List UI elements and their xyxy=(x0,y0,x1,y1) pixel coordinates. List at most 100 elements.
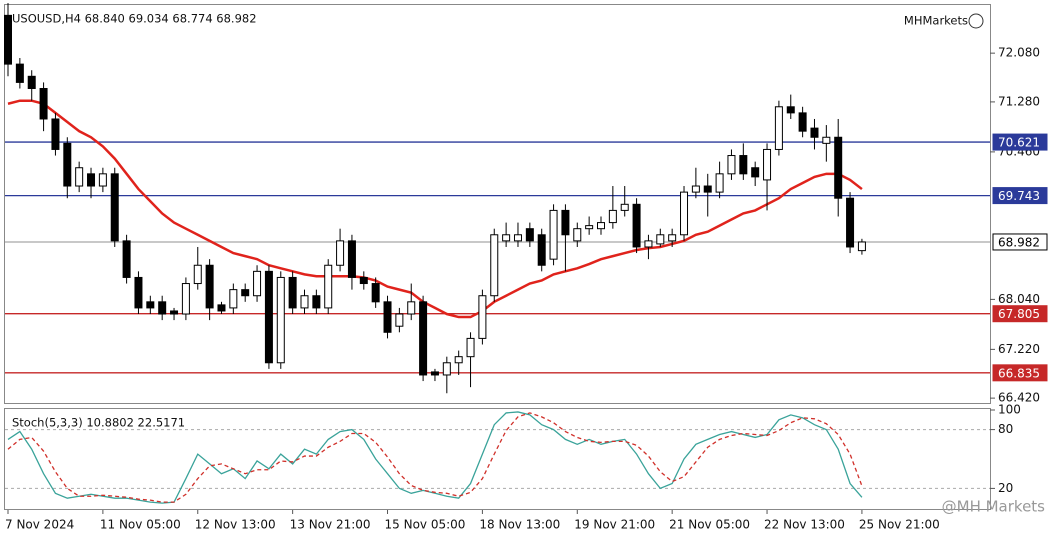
y-tick-label: 68.040 xyxy=(998,292,1040,306)
candle-body xyxy=(4,14,12,65)
y-tick-label: 80 xyxy=(998,422,1013,436)
candle-body xyxy=(241,289,250,297)
candle-body xyxy=(276,276,285,364)
stoch-line xyxy=(7,412,863,503)
x-tick-label: 25 Nov 21:00 xyxy=(859,518,940,532)
level-label-box xyxy=(992,305,1048,323)
candle-body xyxy=(573,228,582,242)
candle-body xyxy=(597,222,605,230)
candle-body xyxy=(644,240,653,248)
candle-body xyxy=(110,173,119,242)
level-label: 70.621 xyxy=(998,136,1040,150)
candle-body xyxy=(383,301,392,333)
y-tick-label: 20 xyxy=(998,481,1013,495)
level-label-box xyxy=(992,133,1048,151)
x-tick-label: 12 Nov 13:00 xyxy=(195,518,276,532)
candle-body xyxy=(715,173,724,193)
brand-icon xyxy=(968,13,984,29)
candle-body xyxy=(63,142,72,187)
candle-body xyxy=(502,234,511,242)
y-tick-label: 67.220 xyxy=(998,342,1040,356)
candle-body xyxy=(513,234,522,242)
candle-body xyxy=(561,209,570,236)
level-label: 67.805 xyxy=(998,307,1040,321)
candle-body xyxy=(703,185,712,193)
candle-body xyxy=(632,203,641,248)
candle-body xyxy=(608,209,617,224)
candle-body xyxy=(229,289,238,309)
x-tick-label: 13 Nov 21:00 xyxy=(290,518,371,532)
candle-body xyxy=(857,241,866,252)
level-label-box xyxy=(992,364,1048,382)
candle-body xyxy=(430,371,439,376)
stoch-title: Stoch(5,3,3) 10.8802 22.5171 xyxy=(12,416,185,430)
y-tick-label: 66.420 xyxy=(998,391,1040,405)
candle-body xyxy=(786,106,795,114)
level-label: 69.743 xyxy=(998,189,1040,203)
candle-body xyxy=(407,301,416,315)
level-label-box xyxy=(992,233,1048,251)
candle-body xyxy=(739,155,748,175)
candle-body xyxy=(181,283,190,315)
candle-body xyxy=(87,173,96,187)
candle-body xyxy=(193,264,202,285)
candle-body xyxy=(454,356,463,364)
y-tick-label: 72.080 xyxy=(998,46,1040,60)
candle-body xyxy=(98,173,107,187)
candle-body xyxy=(158,301,167,315)
candle-body xyxy=(419,301,428,376)
candle-body xyxy=(324,264,333,309)
candle-body xyxy=(525,228,534,242)
level-label: 66.835 xyxy=(998,366,1040,380)
candle-body xyxy=(217,304,226,312)
moving-average xyxy=(7,99,863,319)
candle-body xyxy=(620,203,629,211)
candle-body xyxy=(264,270,273,364)
candle-body xyxy=(668,234,677,242)
price-panel xyxy=(4,4,991,404)
candle-body xyxy=(656,234,665,245)
candle-body xyxy=(312,295,321,309)
watermark: @MH Markets xyxy=(942,498,1046,516)
chart-title: USOUSD,H4 68.840 69.034 68.774 68.982 xyxy=(12,12,257,26)
x-tick-label: 21 Nov 05:00 xyxy=(669,518,750,532)
candle-body xyxy=(466,337,475,358)
candle-body xyxy=(253,270,262,297)
x-tick-label: 18 Nov 13:00 xyxy=(479,518,560,532)
candle-body xyxy=(846,197,855,248)
x-tick-label: 19 Nov 21:00 xyxy=(574,518,655,532)
y-tick-label: 100 xyxy=(998,403,1021,417)
candle-body xyxy=(774,106,783,150)
candle-body xyxy=(585,225,594,230)
candle-body xyxy=(336,240,345,266)
candle-body xyxy=(810,127,819,138)
candle-body xyxy=(122,240,131,278)
stoch-panel xyxy=(4,408,991,510)
candle-body xyxy=(822,136,831,144)
candle-body xyxy=(727,155,736,175)
candle-body xyxy=(537,234,546,266)
candle-body xyxy=(134,276,143,309)
candle-body xyxy=(490,234,499,297)
candle-body xyxy=(347,240,356,278)
candle-body xyxy=(478,295,487,339)
candle-body xyxy=(51,118,60,150)
level-label-box xyxy=(992,187,1048,205)
candle-body xyxy=(549,209,558,260)
candle-body xyxy=(680,191,689,236)
candle-body xyxy=(170,310,179,315)
x-tick-label: 15 Nov 05:00 xyxy=(385,518,466,532)
level-label: 68.982 xyxy=(998,235,1040,249)
candle-body xyxy=(442,362,451,376)
candle-body xyxy=(75,167,84,187)
candle-body xyxy=(359,276,368,285)
x-tick-label: 7 Nov 2024 xyxy=(5,518,74,532)
candle-body xyxy=(798,112,807,132)
candle-body xyxy=(751,167,760,178)
candle-body xyxy=(300,295,309,309)
candle-body xyxy=(39,88,48,120)
candle-body xyxy=(763,148,772,181)
candle-body xyxy=(371,283,380,303)
